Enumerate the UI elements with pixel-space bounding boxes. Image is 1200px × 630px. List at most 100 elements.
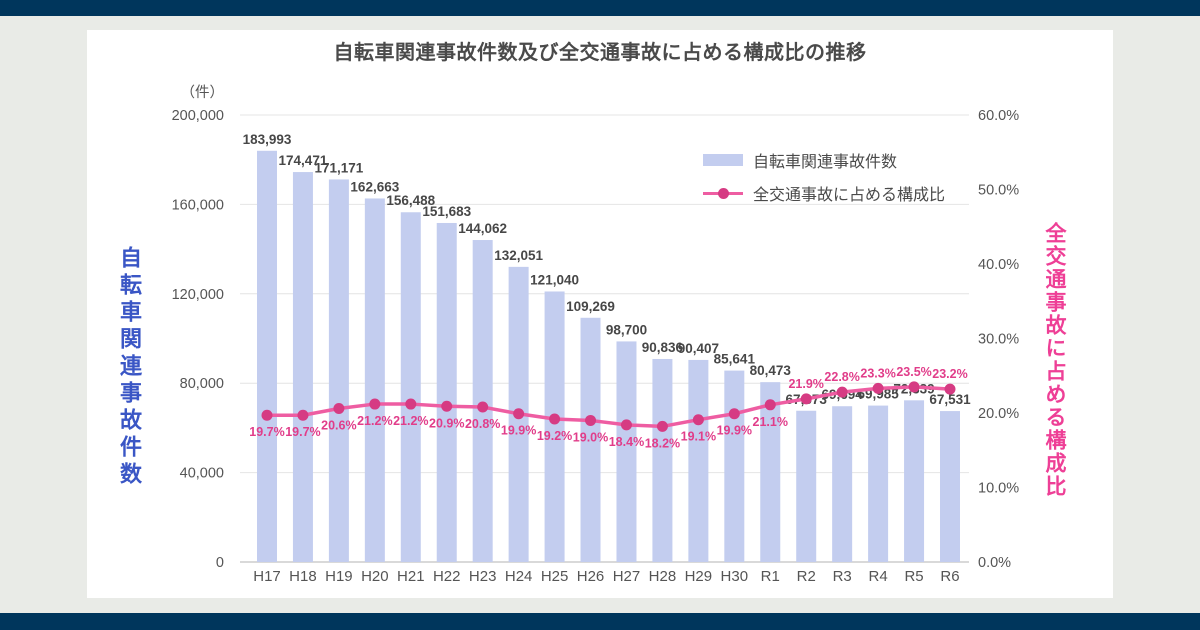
legend-label-bars: 自転車関連事故件数 bbox=[753, 154, 898, 171]
right-axis-tick: 20.0% bbox=[978, 406, 1019, 422]
x-axis-label: R4 bbox=[869, 568, 888, 585]
percent-label: 23.3% bbox=[860, 366, 895, 380]
right-axis-title: 全交通事故に占める構成比 bbox=[1043, 222, 1066, 498]
x-axis-label: H29 bbox=[685, 568, 713, 585]
bar-value-label: 109,269 bbox=[566, 299, 615, 314]
line-marker bbox=[513, 408, 525, 420]
bar-value-label: 80,473 bbox=[750, 363, 792, 378]
x-axis-label: H24 bbox=[505, 568, 533, 585]
percent-label: 23.5% bbox=[896, 365, 931, 379]
bar bbox=[724, 370, 745, 562]
bar-value-label: 171,171 bbox=[314, 160, 363, 175]
percent-label: 19.9% bbox=[501, 424, 536, 438]
line-marker bbox=[908, 381, 920, 393]
percent-label: 20.9% bbox=[429, 416, 464, 430]
top-navy-band bbox=[0, 0, 1200, 16]
bar bbox=[688, 359, 709, 562]
left-axis-tick: 40,000 bbox=[180, 466, 224, 482]
bar bbox=[616, 341, 637, 562]
percent-label: 19.0% bbox=[573, 430, 608, 444]
x-axis-label: R3 bbox=[833, 568, 852, 585]
percent-label: 18.2% bbox=[645, 436, 680, 450]
line-marker bbox=[369, 398, 381, 410]
percent-label: 19.7% bbox=[249, 425, 284, 439]
bar bbox=[436, 222, 457, 562]
bottom-navy-band bbox=[0, 613, 1200, 630]
bar bbox=[328, 179, 349, 563]
percent-label: 19.1% bbox=[681, 430, 716, 444]
line-marker bbox=[620, 419, 632, 431]
x-axis-label: R1 bbox=[761, 568, 780, 585]
legend-item-bars: 自転車関連事故件数 bbox=[703, 148, 945, 172]
bar bbox=[400, 212, 421, 562]
x-axis-label: H21 bbox=[397, 568, 425, 585]
percent-label: 21.2% bbox=[393, 414, 428, 428]
right-axis-tick: 30.0% bbox=[978, 332, 1019, 348]
bar bbox=[652, 358, 673, 562]
x-axis-label: H22 bbox=[433, 568, 461, 585]
x-axis-label: H20 bbox=[361, 568, 389, 585]
bar-value-label: 121,040 bbox=[530, 272, 579, 287]
right-axis-tick: 50.0% bbox=[978, 183, 1019, 199]
right-axis-tick: 0.0% bbox=[978, 555, 1011, 571]
line-marker bbox=[585, 414, 597, 426]
bar bbox=[472, 240, 493, 562]
bar bbox=[544, 291, 565, 562]
bar-value-label: 85,641 bbox=[714, 352, 756, 367]
chart-title: 自転車関連事故件数及び全交通事故に占める構成比の推移 bbox=[333, 42, 867, 64]
bar-value-label: 132,051 bbox=[494, 248, 543, 263]
percent-label: 21.9% bbox=[788, 377, 823, 391]
x-axis-label: H27 bbox=[613, 568, 641, 585]
line-marker bbox=[477, 401, 489, 413]
left-axis-unit: （件） bbox=[181, 84, 225, 101]
legend-item-line: 全交通事故に占める構成比 bbox=[703, 181, 945, 205]
line-marker bbox=[800, 393, 812, 405]
chart-card: 自転車関連事故件数及び全交通事故に占める構成比の推移 （件） 0 40,000 80,… bbox=[87, 30, 1113, 598]
line-marker bbox=[872, 382, 884, 394]
line-marker bbox=[297, 409, 309, 421]
left-axis-tick: 200,000 bbox=[172, 108, 224, 124]
bar-value-label: 162,663 bbox=[350, 179, 399, 194]
x-axis-label: H17 bbox=[253, 568, 281, 585]
left-axis-tick: 160,000 bbox=[172, 197, 224, 213]
x-axis-label: H25 bbox=[541, 568, 569, 585]
ratio-line bbox=[267, 385, 951, 429]
bar bbox=[940, 411, 960, 562]
bar-value-label: 98,700 bbox=[606, 322, 647, 337]
percent-label: 23.2% bbox=[932, 367, 967, 381]
line-marker bbox=[656, 420, 668, 432]
x-axis-label: H30 bbox=[721, 568, 749, 585]
right-axis-tick: 60.0% bbox=[978, 108, 1019, 124]
right-axis-tick: 40.0% bbox=[978, 257, 1019, 273]
percent-label: 20.8% bbox=[465, 417, 500, 431]
x-axis-label: R6 bbox=[940, 568, 959, 585]
x-axis-label: H28 bbox=[649, 568, 677, 585]
bar-value-label: 183,993 bbox=[243, 132, 292, 147]
percent-label: 19.7% bbox=[285, 425, 320, 439]
percent-label: 19.9% bbox=[717, 424, 752, 438]
percent-label: 21.1% bbox=[753, 415, 788, 429]
bar bbox=[904, 400, 925, 562]
bar bbox=[292, 172, 313, 562]
left-axis-tick: 0 bbox=[216, 555, 224, 571]
percent-label: 18.4% bbox=[609, 435, 644, 449]
line-marker bbox=[441, 400, 453, 412]
bar bbox=[760, 382, 781, 562]
percent-label: 19.2% bbox=[537, 429, 572, 443]
left-axis-tick: 80,000 bbox=[180, 376, 224, 392]
line-marker bbox=[261, 409, 273, 421]
left-axis-title: 自転車関連事故件数 bbox=[117, 246, 142, 489]
percent-label: 20.6% bbox=[321, 419, 356, 433]
percent-label: 22.8% bbox=[824, 370, 859, 384]
bar-value-label: 174,471 bbox=[279, 153, 328, 168]
line-marker bbox=[405, 398, 417, 410]
bar-value-label: 151,683 bbox=[422, 204, 471, 219]
line-swatch-icon bbox=[703, 187, 743, 199]
legend-label-line: 全交通事故に占める構成比 bbox=[753, 187, 946, 204]
bar-value-label: 90,407 bbox=[678, 341, 719, 356]
x-axis-label: R2 bbox=[797, 568, 816, 585]
bar-value-label: 90,836 bbox=[642, 340, 684, 355]
bar bbox=[832, 406, 853, 562]
bar-value-label: 156,488 bbox=[386, 193, 435, 208]
x-axis-label: R5 bbox=[904, 568, 923, 585]
